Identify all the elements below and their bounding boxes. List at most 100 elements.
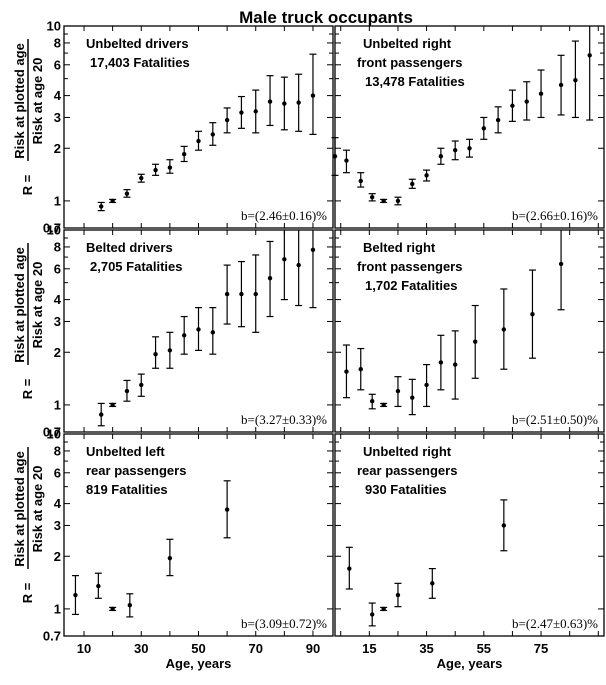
point-marker [224,117,230,123]
point-marker [424,382,429,388]
data-point [195,130,202,151]
y-axis-numerator: Risk at plotted age [12,247,27,363]
data-point [557,54,565,116]
data-point [97,402,105,427]
y-axis-label: R = Risk at plotted age Risk at age 20 [12,243,45,399]
point-marker [370,612,375,617]
y-axis-label: R = Risk at plotted age Risk at age 20 [12,447,45,603]
panel-frame [334,433,605,637]
point-marker [296,262,301,268]
point-marker [381,402,386,408]
point-marker [127,603,133,608]
point-marker [110,606,115,612]
point-marker [332,154,338,159]
data-point [394,376,402,408]
point-marker [558,82,564,88]
data-point [437,147,445,165]
point-marker [344,369,349,374]
point-marker [410,395,415,400]
data-point [394,582,402,608]
point-marker [501,327,507,332]
point-marker [110,198,115,204]
data-point [152,163,160,176]
data-point [480,116,488,140]
x-tick-label: 15 [362,641,376,656]
data-point [380,402,388,408]
y-tick-label: 1 [54,601,61,616]
data-point [280,76,288,131]
y-axis-label: R = Risk at plotted age Risk at age 20 [12,39,45,195]
b-value-label: b=(3.27±0.33)% [241,412,327,427]
data-point [408,378,416,416]
point-marker [347,566,352,571]
y-tick-label: 0.7 [43,629,61,644]
point-marker [139,175,144,181]
panel-annotation: 17,403 Fatalities [90,55,190,70]
data-point [357,172,365,188]
data-point [295,230,303,307]
y-tick-label: 8 [54,35,61,50]
panel-annotation: Unbelted right [363,36,452,51]
point-marker [358,367,363,372]
y-tick-label: 4 [54,292,62,307]
point-marker [153,167,158,173]
b-value-label: b=(2.51±0.50)% [512,412,598,427]
data-point [342,149,350,174]
point-marker [467,146,472,151]
data-point [109,198,117,204]
data-point [137,373,145,397]
point-marker [310,247,316,253]
point-marker [395,592,401,598]
b-value-label: b=(2.47±0.63)% [512,616,598,631]
point-marker [267,99,273,104]
point-marker [558,261,564,267]
y-axis-prefix: R = [20,378,35,399]
x-tick-label: 35 [419,641,433,656]
y-tick-label: 3 [54,110,61,125]
point-marker [167,555,173,561]
point-marker [239,291,244,297]
panel-top-right: Unbelted right front passengers 13,478 Fat… [331,25,605,229]
data-point [295,73,303,132]
point-marker [99,412,104,417]
point-marker [410,181,415,187]
point-marker [530,312,535,317]
point-marker [495,117,501,123]
point-marker [139,382,144,388]
panel-annotation: 1,702 Fatalities [365,278,458,293]
point-marker [124,191,130,196]
data-point [237,95,245,129]
data-point [237,260,245,328]
data-point [394,196,402,206]
data-point [466,138,473,158]
point-marker [381,606,386,612]
b-value-label: b=(2.66±0.16)% [512,208,598,223]
y-axis-prefix: R = [20,174,35,195]
point-marker [99,204,104,209]
point-marker [430,581,435,586]
point-marker [267,276,273,281]
point-marker [344,158,349,163]
x-tick-label: 10 [77,641,91,656]
data-point [557,230,565,311]
data-point [437,334,445,391]
data-point [126,593,134,618]
x-axis-label: Age, years [437,656,503,671]
data-point [123,379,131,402]
data-point [223,480,231,539]
point-marker [395,198,401,204]
b-value-label: b=(3.09±0.72)% [241,616,327,631]
data-point [357,347,365,391]
x-tick-label: 70 [248,641,262,656]
point-marker [210,132,216,137]
data-point [266,75,274,127]
data-point [380,198,388,204]
y-tick-label: 6 [54,261,61,276]
x-tick-label: 90 [306,641,320,656]
data-point [94,572,102,599]
data-point [368,393,376,410]
data-point [223,107,231,134]
y-tick-label: 3 [54,314,61,329]
panel-annotation: Unbelted drivers [86,36,189,51]
